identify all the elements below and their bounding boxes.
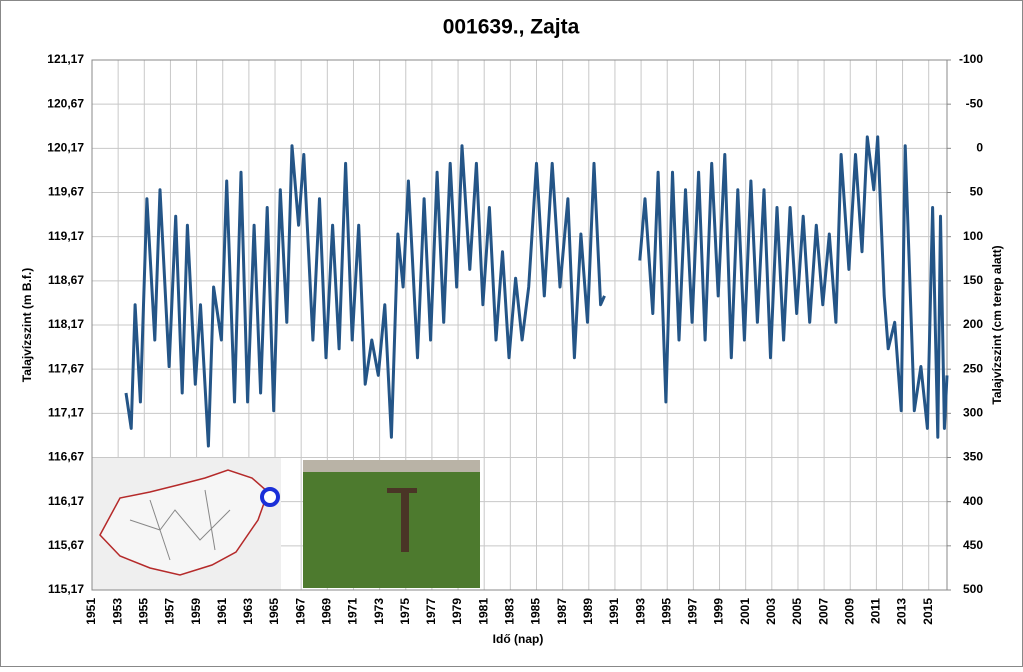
x-tick-label: 1971 [346, 598, 360, 625]
y2-tick-label: 400 [963, 494, 983, 508]
x-tick-label: 1957 [163, 598, 177, 625]
y-tick-label: 121,17 [47, 52, 84, 66]
x-tick-label: 1977 [424, 598, 438, 625]
x-tick-label: 1967 [293, 598, 307, 625]
insets [92, 458, 480, 590]
x-tick-label: 1963 [241, 598, 255, 625]
x-tick-label: 1979 [450, 598, 464, 625]
y2-tick-label: 0 [976, 141, 983, 155]
x-tick-label: 2013 [895, 598, 909, 625]
y-tick-label: 115,17 [48, 582, 84, 596]
y2-tick-label: 500 [963, 582, 983, 596]
x-tick-label: 1983 [503, 598, 517, 625]
y2-axis-label: Talajvízszint (cm terep alatt) [990, 245, 1004, 404]
y2-tick-label: 350 [963, 450, 983, 464]
x-tick-label: 1995 [659, 598, 673, 625]
photo-well-cap [387, 488, 417, 493]
y2-tick-label: -100 [959, 52, 983, 66]
photo-well [401, 490, 409, 552]
x-tick-label: 1959 [189, 598, 203, 625]
y-tick-label: 117,17 [48, 406, 84, 420]
data-line [124, 135, 949, 448]
x-tick-label: 1969 [319, 598, 333, 625]
y-tick-label: 117,67 [48, 361, 84, 375]
x-tick-label: 1951 [84, 598, 98, 625]
y2-tick-label: 50 [970, 185, 984, 199]
x-tick-label: 1987 [555, 598, 569, 625]
map-rivers [129, 489, 231, 561]
x-tick-label: 2003 [764, 598, 778, 625]
x-tick-label: 2015 [921, 598, 935, 625]
photo-inset [303, 460, 480, 588]
y-tick-label: 120,67 [47, 96, 84, 110]
y-tick-label: 116,17 [48, 494, 84, 508]
y2-tick-label: 200 [963, 317, 983, 331]
x-tick-label: 2011 [869, 598, 883, 624]
y-tick-label: 119,17 [48, 229, 84, 243]
y-tick-label: 120,17 [47, 141, 84, 155]
x-tick-label: 1961 [215, 598, 229, 625]
y2-tick-label: 450 [963, 538, 983, 552]
y-tick-label: 118,67 [48, 273, 84, 287]
x-tick-label: 1993 [633, 598, 647, 625]
y2-tick-label: 100 [963, 229, 983, 243]
photo-path [303, 460, 480, 472]
x-axis-label: Idő (nap) [493, 632, 544, 646]
x-tick-label: 1955 [136, 598, 150, 625]
y-tick-label: 115,67 [48, 538, 84, 552]
x-tick-label: 1981 [476, 598, 490, 625]
y-tick-label: 119,67 [48, 185, 84, 199]
map-marker [260, 487, 280, 507]
y2-tick-label: 300 [963, 406, 983, 420]
x-tick-label: 1991 [607, 598, 621, 625]
x-tick-label: 1973 [372, 598, 386, 625]
y2-tick-label: -50 [966, 96, 984, 110]
x-tick-label: 1975 [398, 598, 412, 625]
y-tick-label: 118,17 [48, 317, 84, 331]
x-tick-label: 1999 [712, 598, 726, 625]
x-tick-label: 2009 [842, 598, 856, 625]
x-tick-label: 1985 [529, 598, 543, 625]
x-tick-label: 2007 [816, 598, 830, 625]
x-tick-label: 2005 [790, 598, 804, 625]
x-tick-label: 1989 [581, 598, 595, 625]
x-tick-label: 1997 [686, 598, 700, 625]
y-axis-label: Talajvízszint (m B.f.) [20, 268, 34, 382]
y2-tick-label: 150 [963, 273, 983, 287]
x-tick-label: 1965 [267, 598, 281, 625]
x-tick-label: 1953 [110, 598, 124, 625]
y2-tick-label: 250 [963, 361, 983, 375]
y-tick-label: 116,67 [48, 450, 84, 464]
chart-title: 001639., Zajta [443, 16, 580, 39]
x-tick-label: 2001 [738, 598, 752, 625]
